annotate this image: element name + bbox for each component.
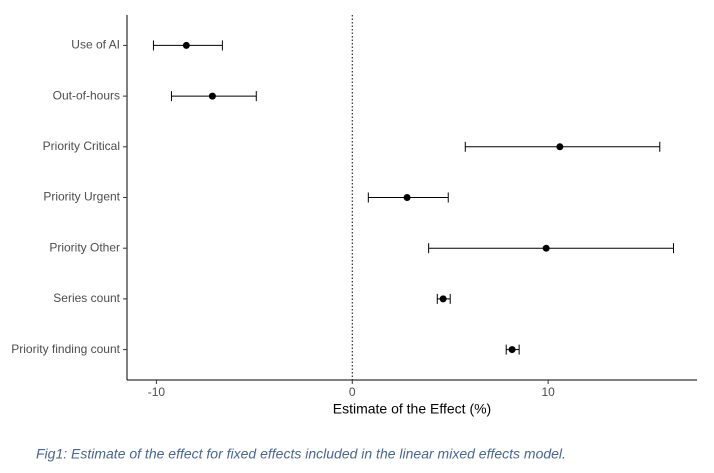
y-tick-label: Use of AI <box>71 38 120 52</box>
x-tick-label: 0 <box>349 385 356 399</box>
y-tick-label: Priority finding count <box>11 342 120 356</box>
y-tick-label: Priority Critical <box>43 139 120 153</box>
point <box>403 194 411 201</box>
y-tick-label: Priority Urgent <box>43 190 120 204</box>
y-tick-label: Priority Other <box>49 240 120 254</box>
y-tick-label: Series count <box>53 291 120 305</box>
point <box>208 92 216 100</box>
point <box>439 295 447 303</box>
point <box>542 244 550 252</box>
y-tick-label: Out-of-hours <box>53 88 120 102</box>
caption: Fig1: Estimate of the effect for fixed e… <box>36 446 566 462</box>
x-tick-label: -10 <box>148 385 166 399</box>
point <box>508 346 516 354</box>
point <box>556 143 564 151</box>
x-tick-label: 10 <box>541 385 555 399</box>
x-axis-label: Estimate of the Effect (%) <box>333 401 491 417</box>
point <box>182 41 190 49</box>
